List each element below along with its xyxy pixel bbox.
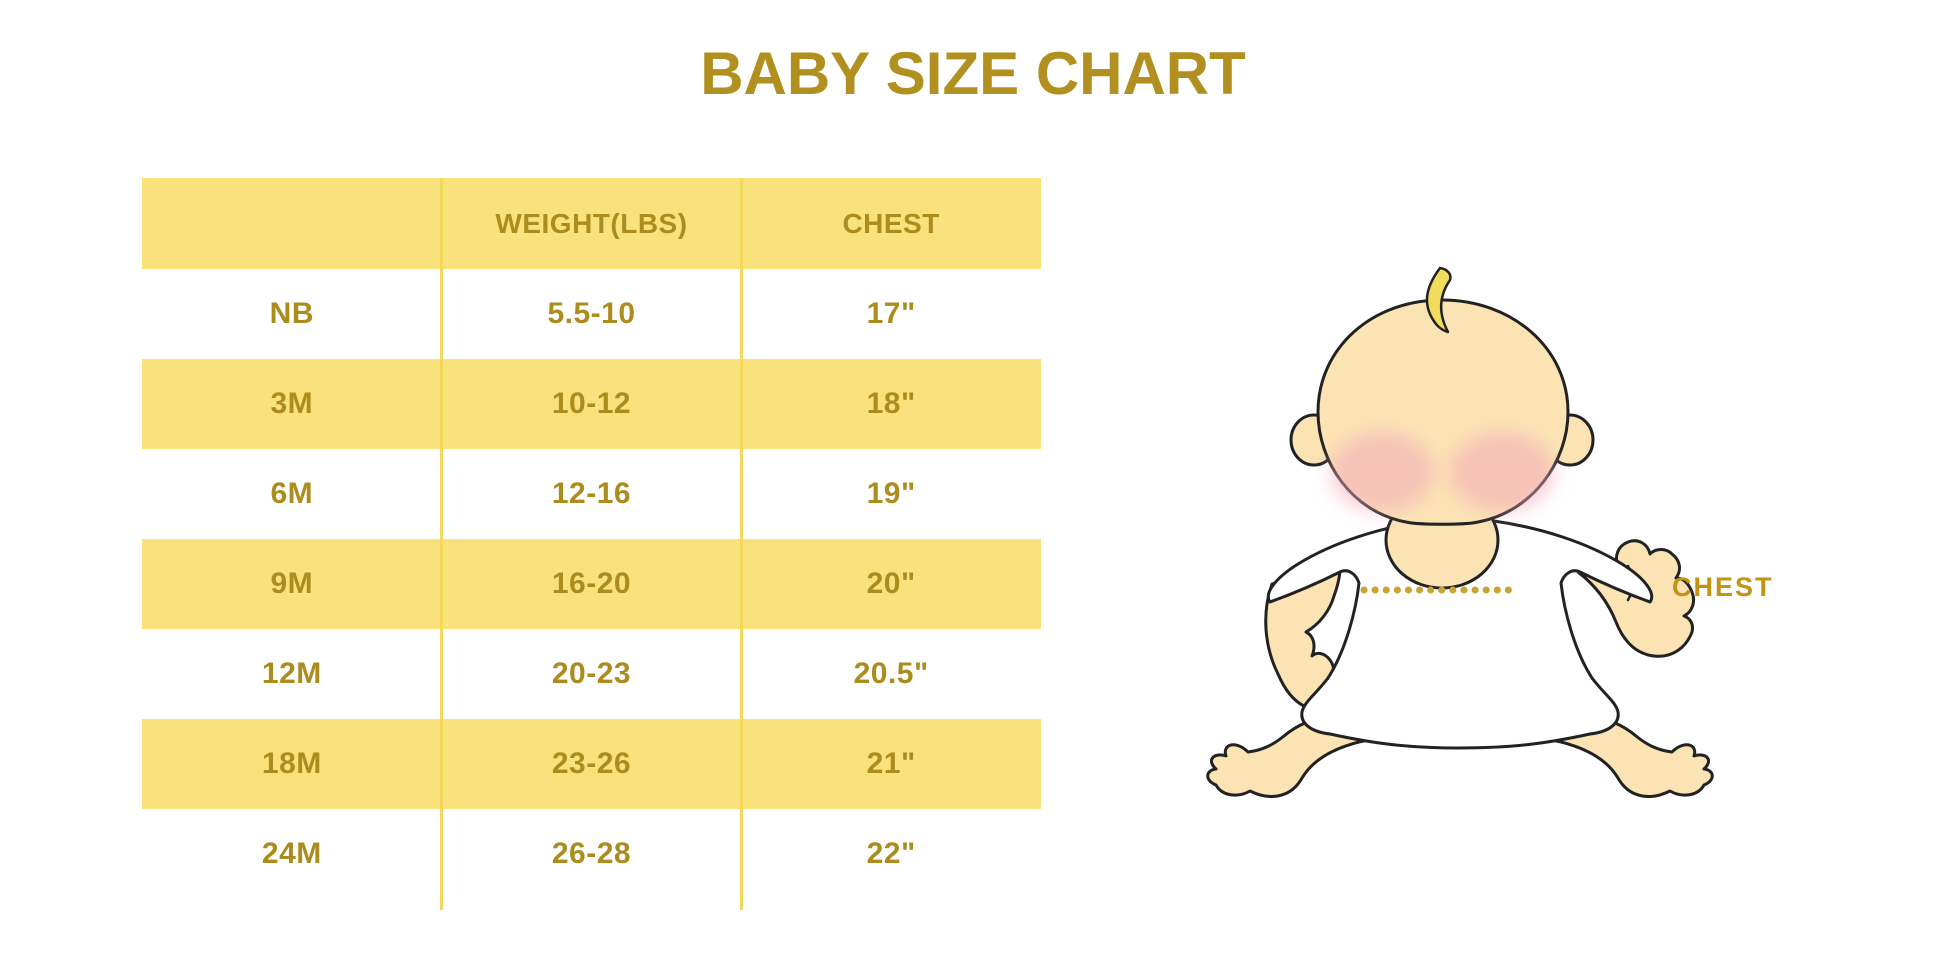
chest-cell: 21" <box>866 747 916 780</box>
baby-illustration <box>1206 266 1714 799</box>
size-cell: 12M <box>261 657 322 690</box>
weight-cell: 23-26 <box>551 747 632 780</box>
size-table: WEIGHT(LBS) CHEST NB 5.5-10 17" 3M 10-12 18" 6M 1… <box>142 178 1041 899</box>
size-cell: 3M <box>270 387 314 420</box>
weight-cell: 16-20 <box>551 567 632 600</box>
weight-cell: 10-12 <box>551 387 632 420</box>
chest-cell: 18" <box>866 387 916 420</box>
page-title: BABY SIZE CHART <box>700 40 1246 107</box>
chest-cell: 22" <box>866 837 916 870</box>
baby-left-cheek <box>1330 432 1434 512</box>
size-cell: 24M <box>261 837 322 870</box>
weight-cell: 12-16 <box>551 477 632 510</box>
column-divider <box>440 178 443 910</box>
table-header-row: WEIGHT(LBS) CHEST <box>142 178 1041 269</box>
baby-right-cheek <box>1450 432 1554 512</box>
header-weight: WEIGHT(LBS) <box>495 207 688 239</box>
chest-label: CHEST <box>1672 572 1774 602</box>
chest-cell: 20.5" <box>853 657 929 690</box>
table-row-3m: 3M 10-12 18" <box>142 359 1041 449</box>
baby-illustration-container <box>1180 250 1750 810</box>
table-row-12m: 12M 20-23 20.5" <box>142 629 1041 719</box>
weight-cell: 20-23 <box>551 657 632 690</box>
chest-cell: 19" <box>866 477 916 510</box>
table-row-24m: 24M 26-28 22" <box>142 809 1041 899</box>
chest-cell: 20" <box>866 567 916 600</box>
table-row-18m: 18M 23-26 21" <box>142 719 1041 809</box>
size-cell: NB <box>269 297 314 330</box>
column-divider <box>740 178 743 910</box>
table-row-9m: 9M 16-20 20" <box>142 539 1041 629</box>
baby-hair-curl <box>1425 266 1452 334</box>
table-row-nb: NB 5.5-10 17" <box>142 269 1041 359</box>
size-cell: 18M <box>261 747 322 780</box>
chest-cell: 17" <box>866 297 916 330</box>
baby-onesie <box>1266 517 1654 750</box>
size-cell: 6M <box>270 477 314 510</box>
weight-cell: 5.5-10 <box>547 297 636 330</box>
header-size <box>142 178 442 269</box>
size-cell: 9M <box>270 567 314 600</box>
table-row-6m: 6M 12-16 19" <box>142 449 1041 539</box>
weight-cell: 26-28 <box>551 837 632 870</box>
header-chest: CHEST <box>842 207 940 239</box>
